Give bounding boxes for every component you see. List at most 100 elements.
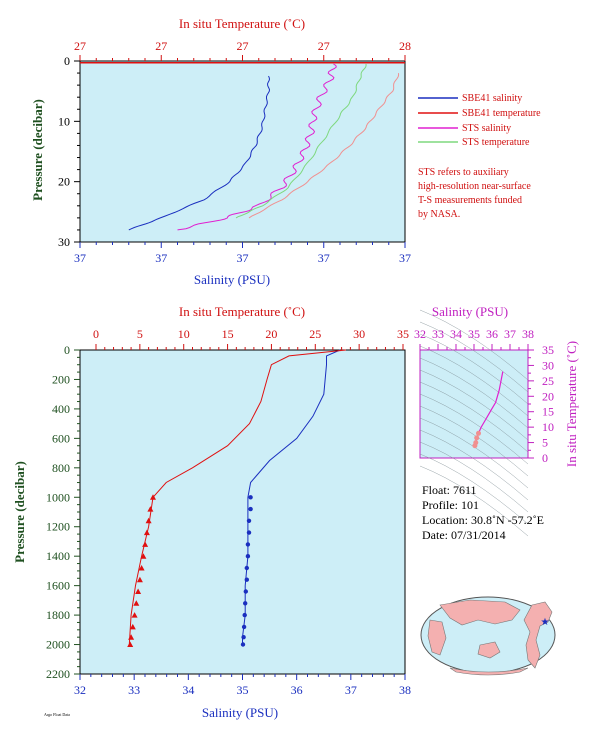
main-temperature-point [145,517,152,524]
main-temperature-point [136,576,143,583]
ts-temp-tick-label: 5 [542,436,548,450]
top-salinity-tick-label: 37 [74,251,86,265]
main-pressure-tick-label: 0 [64,343,70,357]
top-pressure-tick-label: 20 [58,175,70,189]
main-salinity-axis-title: Salinity (PSU) [202,705,278,720]
ts-density-contour [419,357,529,429]
float-info: Float: 7611 Profile: 101 Location: 30.8˚… [422,483,544,542]
main-temperature-point [150,494,156,500]
main-temp-tick-label: 5 [137,327,143,341]
main-pressure-tick-label: 400 [52,402,70,416]
ts-temp-tick-label: 35 [542,343,554,357]
ts-salinity-tick-label: 34 [450,327,462,341]
ts-series [472,371,504,449]
main-salinity-tick-label: 32 [74,683,86,697]
top-temp-tick-label: 27 [155,39,167,53]
top-panel: In situ Temperature (˚C) 27 27 27 27 28 37 37… [30,16,411,287]
top-pressure-ticks: 0 10 20 30 [58,54,80,249]
main-temperature-point [142,541,149,547]
footer-text: Argo Float Data [44,712,70,717]
main-salinity-tick-label: 34 [182,683,194,697]
main-salinity-point [242,612,247,618]
ts-salinity-tick-label: 38 [522,327,534,341]
top-pressure-tick-label: 30 [58,235,70,249]
main-pressure-tick-label: 1600 [46,579,70,593]
main-temp-tick-label: 30 [353,327,365,341]
ts-salinity-tick-label: 33 [432,327,444,341]
map-land-americas [523,601,553,669]
main-pressure-tick-label: 600 [52,431,70,445]
top-temp-tick-label: 27 [74,39,86,53]
ts-temp-tick-label: 0 [542,451,548,465]
map-land-africa [427,619,447,656]
main-temperature-point [147,506,154,512]
top-salinity-tick-label: 37 [318,251,330,265]
map-land-australia [477,641,501,659]
ts-density-contour [419,321,529,393]
ts-density-contour [419,465,529,537]
ts-density-contour [419,393,529,465]
main-salinity-tick-label: 36 [291,683,303,697]
float-location: Location: 30.8˚N -57.2˚E [422,513,544,527]
ts-temp-tick-label: 25 [542,374,554,388]
ts-temp-tick-label: 15 [542,405,554,419]
ts-salinity-tick-label: 32 [414,327,426,341]
main-pressure-ticks: 0 200 400 600 800 1000 1200 1400 1600 1800 2000 220… [46,343,80,681]
ts-salinity-tick-label: 35 [468,327,480,341]
main-pressure-tick-label: 2000 [46,638,70,652]
ts-salinity-ticks: 32 33 34 35 36 37 38 [414,327,534,350]
ts-temp-tick-label: 10 [542,420,554,434]
ts-temp-axis-title: In situ Temperature (˚C) [564,341,579,467]
main-temperature-point [129,623,136,630]
legend-note-line-4: by NASA. [418,209,460,220]
top-temp-ticks: 27 27 27 27 28 [74,39,411,61]
ts-density-contour [419,369,529,441]
top-pressure-tick-label: 0 [64,54,70,68]
main-temperature-point [127,641,134,647]
main-pressure-tick-label: 1200 [46,520,70,534]
top-sts-salinity-line [177,63,337,231]
main-series [127,349,347,647]
ts-plot-area [419,349,529,459]
ts-salinity-tick-label: 36 [486,327,498,341]
main-pressure-tick-label: 1000 [46,490,70,504]
ts-density-contour [419,381,529,453]
main-salinity-point [243,589,248,594]
ts-temp-tick-label: 20 [542,389,554,403]
legend-note-line-2: high-resolution near-surface [418,181,531,192]
legend-label-sts-salinity: STS salinity [462,123,511,134]
main-salinity-point [246,518,252,523]
main-salinity-point [240,642,246,647]
main-salinity-point [245,554,251,559]
main-temperature-point [135,588,142,594]
main-salinity-point [241,635,246,640]
main-salinity-ticks: 32 33 34 35 36 37 38 [74,674,411,697]
main-temp-ticks: 0 5 10 15 20 25 30 35 [93,327,409,350]
world-map: ★ [420,596,556,676]
profile-number: Profile: 101 [422,498,479,512]
ts-density-contours [419,309,529,537]
top-temp-tick-label: 28 [399,39,411,53]
ts-deep-point [476,430,481,436]
main-temp-tick-label: 25 [309,327,321,341]
legend-label-sbe41-salinity: SBE41 salinity [462,93,522,104]
ts-density-contour [419,417,529,489]
main-temp-tick-label: 20 [265,327,277,341]
main-temp-axis-title: In situ Temperature (˚C) [179,304,305,319]
main-pressure-tick-label: 200 [52,372,70,386]
main-salinity-point [245,542,251,547]
main-salinity-point [244,577,249,582]
ts-temp-tick-label: 30 [542,358,554,372]
top-salinity-tick-label: 37 [155,251,167,265]
top-temp-tick-label: 27 [318,39,330,53]
legend: SBE41 salinity SBE41 temperature STS sal… [418,93,541,220]
main-salinity-point [243,601,248,606]
main-pressure-tick-label: 800 [52,461,70,475]
main-temperature-point [138,565,145,571]
top-salinity-axis-title: Salinity (PSU) [194,272,270,287]
ts-density-contour [419,405,529,477]
main-temperature-point [133,600,140,606]
top-sbe41-salinity-line [128,75,271,231]
profile-date: Date: 07/31/2014 [422,528,506,542]
main-salinity-point [246,530,252,535]
